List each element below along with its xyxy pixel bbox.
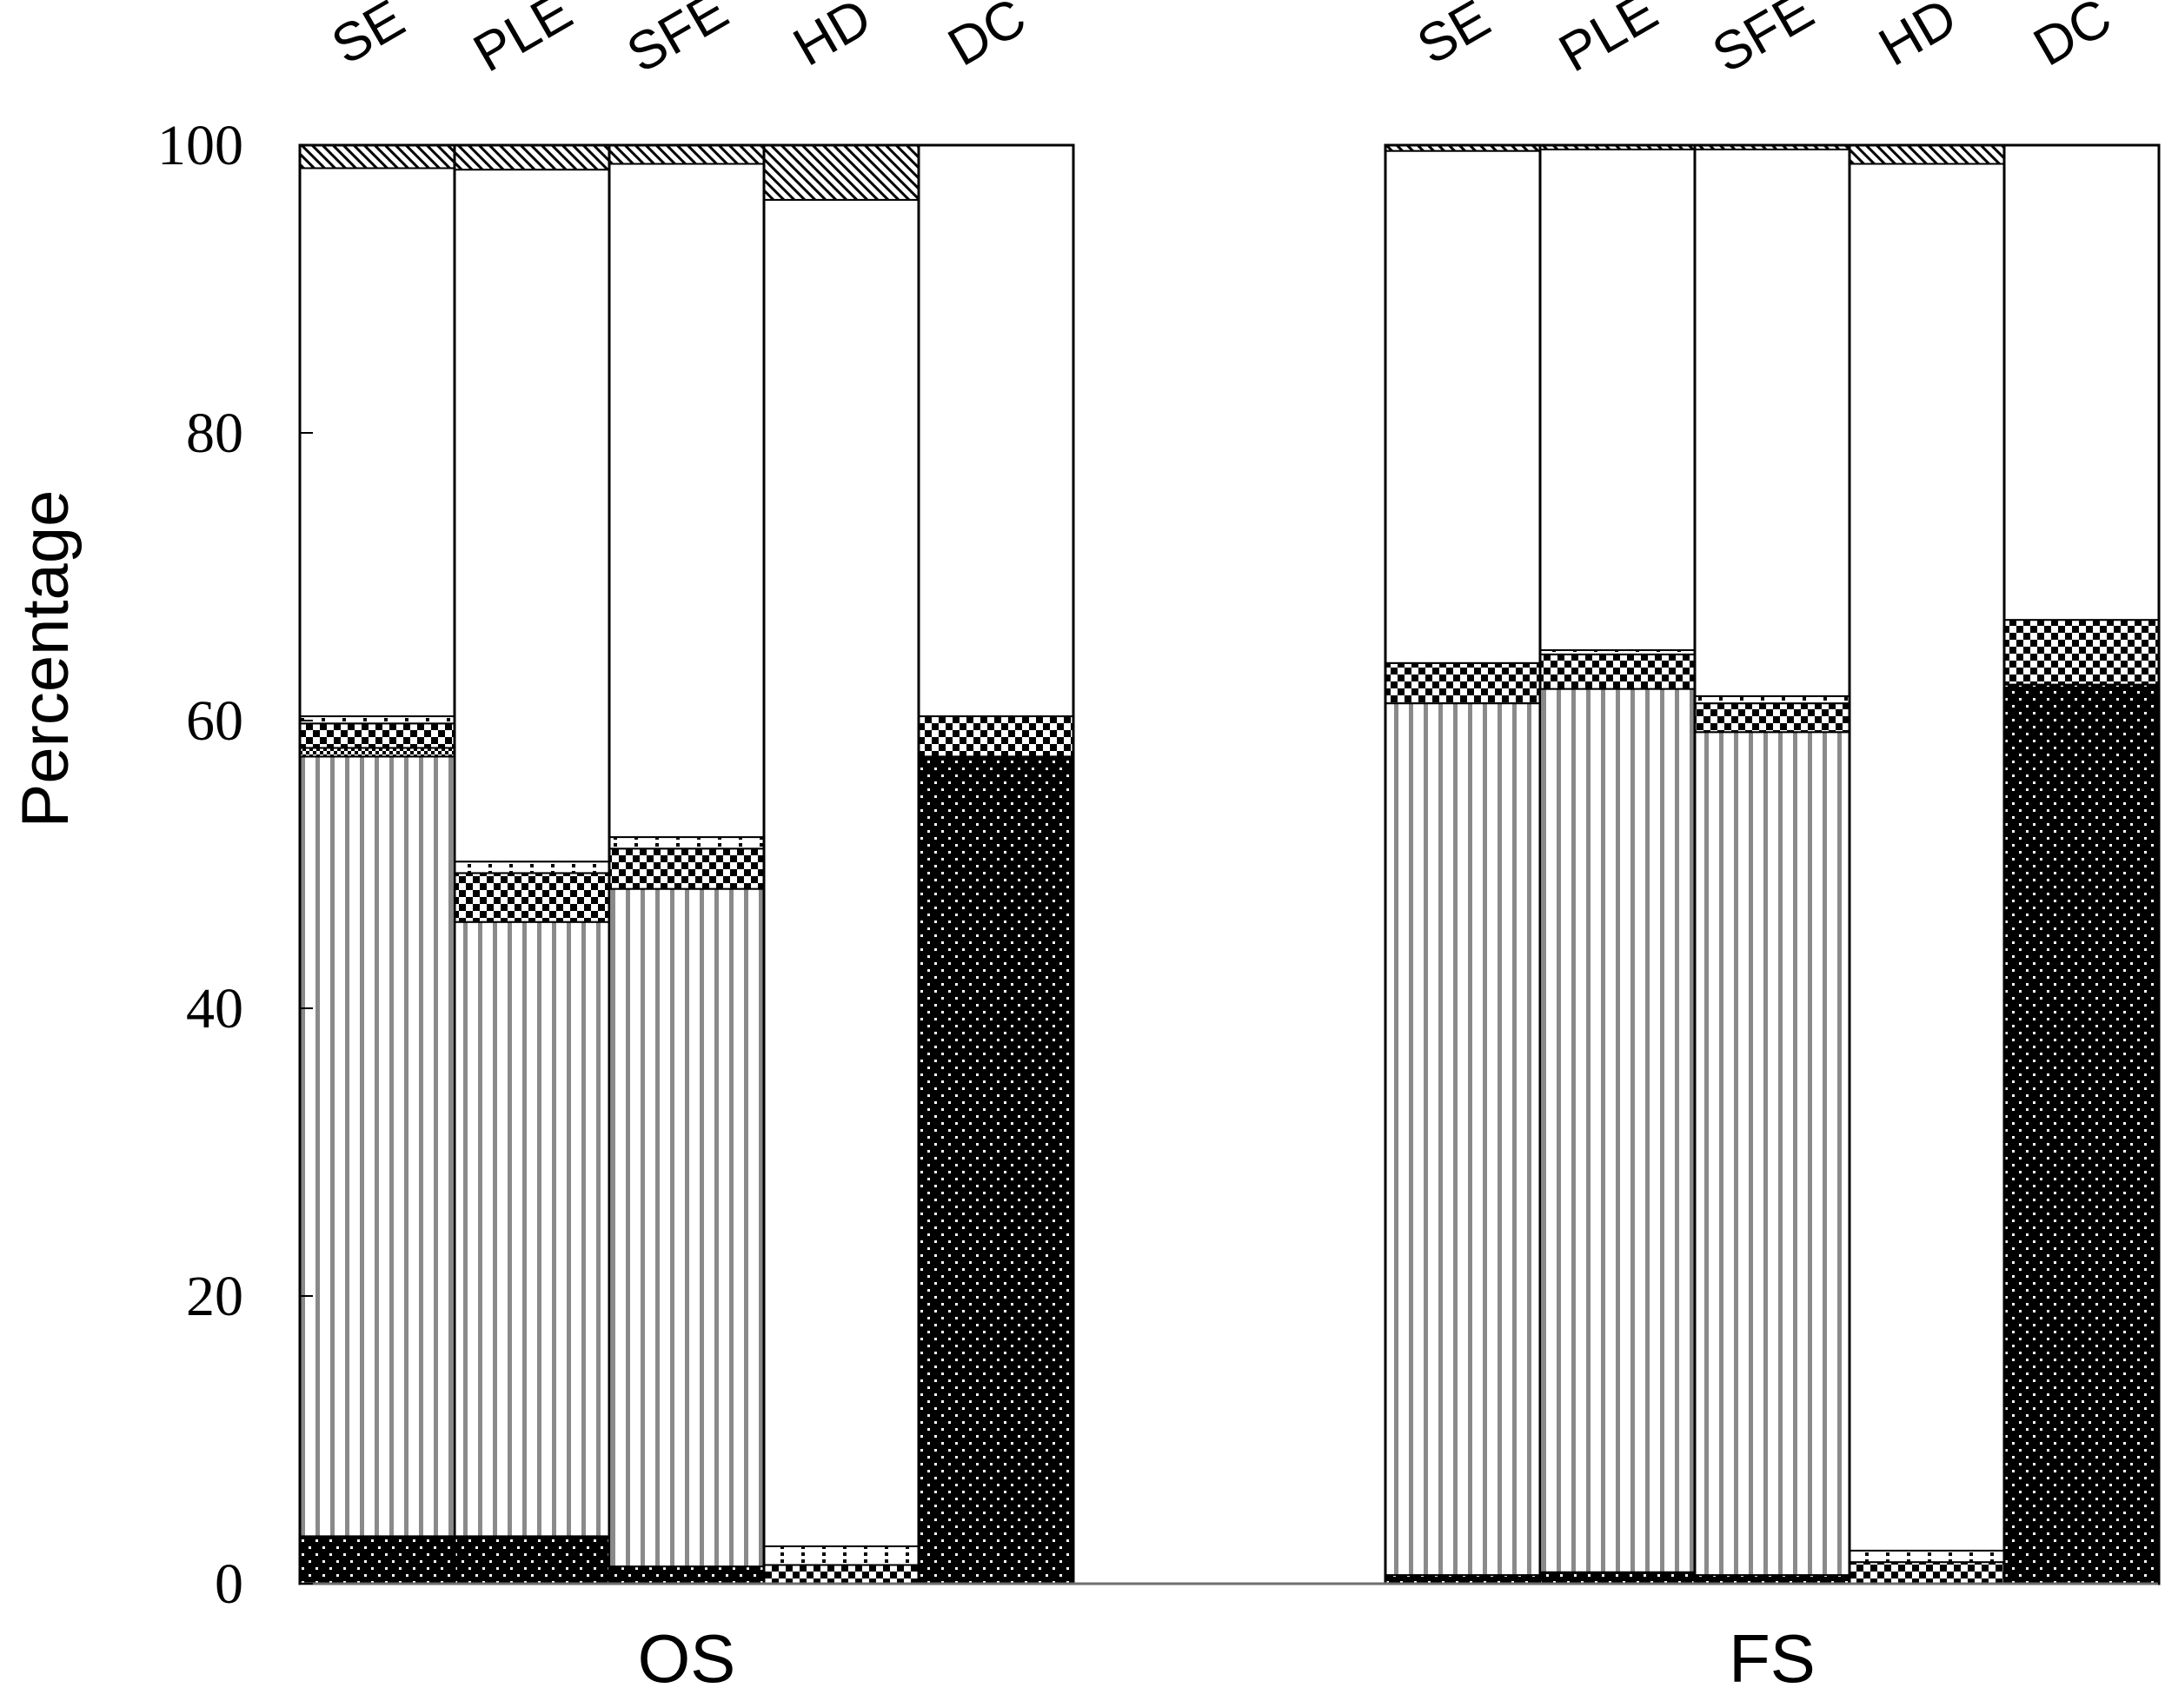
bar-segment-os-ple-checker — [454, 872, 610, 923]
bar-segment-os-ple-dense-dots — [454, 1535, 610, 1585]
category-label: PLE — [1550, 0, 1668, 83]
bar-segment-os-dc-checker — [918, 715, 1074, 758]
category-label: DC — [939, 0, 1036, 78]
bar-segment-os-se-dense-dots — [299, 1535, 455, 1585]
bar-segment-os-sfe-diagonal — [608, 144, 765, 165]
bar-segment-fs-sfe-white — [1694, 148, 1850, 697]
category-label: HD — [784, 0, 881, 78]
y-tick-label: 20 — [186, 1265, 243, 1328]
bar-segment-os-sfe-vertical-lines — [608, 887, 765, 1568]
bar-segment-os-dc-white — [918, 144, 1074, 718]
bar-segment-fs-ple-white — [1539, 148, 1696, 651]
group-label-os: OS — [638, 1620, 736, 1697]
bar-segment-os-se-vertical-lines — [299, 755, 455, 1538]
y-tick-label: 60 — [186, 689, 243, 753]
bar-segment-os-ple-diagonal — [454, 144, 610, 171]
bar-segment-fs-dc-dense-dots — [2003, 683, 2160, 1585]
bar-segment-os-sfe-dotted-line — [608, 836, 765, 850]
category-label: DC — [2024, 0, 2122, 78]
axes-layer: 0 20 40 60 80 100 — [157, 114, 2158, 1616]
bar-segment-os-se-dotted-line — [299, 715, 455, 725]
bar-segment-os-sfe-white — [608, 163, 765, 839]
bar-segment-fs-hd-diagonal — [1849, 144, 2005, 165]
bar-segment-os-sfe-checker — [608, 847, 765, 890]
bar-segment-os-hd-checker — [763, 1564, 920, 1585]
bars-layer — [298, 143, 2161, 1585]
bar-segment-fs-sfe-checker — [1694, 702, 1850, 734]
bar-segment-fs-ple-dense-dots — [1539, 1571, 1696, 1585]
bar-segment-fs-hd-white — [1849, 163, 2005, 1552]
bar-segment-os-se-small-checker — [299, 747, 455, 758]
bar-segment-fs-hd-checker — [1849, 1561, 2005, 1585]
bar-segment-os-se-checker — [299, 722, 455, 749]
bar-segment-fs-hd-dotted-line — [1849, 1549, 2005, 1564]
category-label: SE — [1408, 0, 1500, 76]
category-label: SFE — [1703, 0, 1823, 84]
bar-segment-os-se-diagonal — [299, 144, 455, 169]
category-label: SE — [322, 0, 415, 76]
y-tick-label: 40 — [186, 977, 243, 1040]
y-axis-title: Percentage — [9, 490, 83, 828]
y-tick-label: 0 — [215, 1552, 243, 1616]
bar-segment-os-sfe-dense-dots — [608, 1565, 765, 1585]
y-tick-label: 100 — [157, 114, 243, 177]
bar-segment-fs-sfe-vertical-lines — [1694, 731, 1850, 1577]
bar-segment-os-hd-white — [763, 198, 920, 1547]
bar-segment-os-ple-vertical-lines — [454, 920, 610, 1538]
bar-segment-fs-se-white — [1385, 150, 1541, 664]
bar-segment-fs-ple-vertical-lines — [1539, 688, 1696, 1573]
group-label-fs: FS — [1729, 1620, 1816, 1697]
category-label: PLE — [464, 0, 582, 83]
bar-segment-fs-sfe-dotted-line — [1694, 694, 1850, 705]
bar-segment-os-ple-dotted-line — [454, 861, 610, 874]
bar-segment-os-hd-diagonal — [763, 144, 920, 201]
bar-segment-os-se-white — [299, 167, 455, 718]
bar-segment-fs-dc-checker — [2003, 619, 2160, 686]
bar-segment-fs-ple-checker — [1539, 653, 1696, 690]
bar-segment-fs-dc-white — [2003, 144, 2160, 621]
category-label: SFE — [617, 0, 738, 84]
bar-segment-os-ple-white — [454, 169, 610, 863]
bar-segment-fs-se-vertical-lines — [1385, 702, 1541, 1577]
y-tick-label: 80 — [186, 402, 243, 465]
category-label: HD — [1869, 0, 1967, 78]
bar-segment-fs-se-checker — [1385, 661, 1541, 705]
bar-segment-os-hd-dotted-line — [763, 1545, 920, 1566]
bar-segment-os-dc-dense-dots — [918, 755, 1074, 1585]
